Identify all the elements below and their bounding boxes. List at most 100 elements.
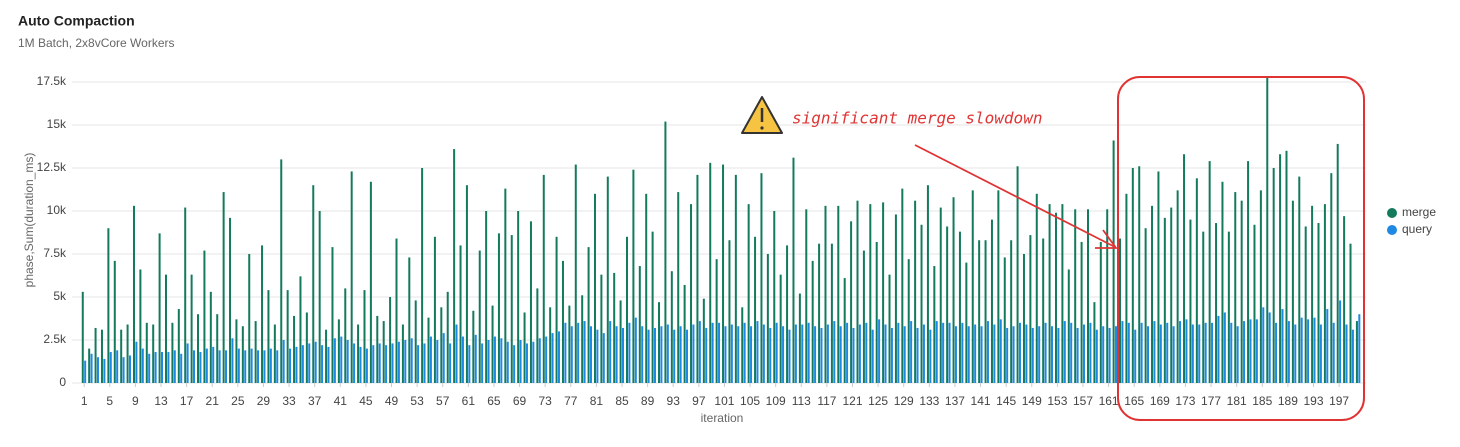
bar	[1042, 238, 1045, 383]
x-tick-label: 173	[1175, 394, 1195, 408]
bar	[606, 176, 609, 383]
bar	[177, 309, 180, 383]
bar	[862, 250, 865, 383]
bar	[1294, 324, 1297, 383]
bar	[344, 288, 347, 383]
bar	[401, 324, 404, 383]
bar	[519, 340, 522, 383]
y-tick-label: 17.5k	[37, 74, 67, 88]
bar	[497, 233, 500, 383]
bar	[1330, 173, 1333, 383]
bar	[295, 346, 298, 383]
bar	[718, 322, 721, 383]
bar	[532, 341, 535, 383]
bar	[615, 326, 618, 383]
bar	[583, 321, 586, 383]
bar	[148, 353, 151, 383]
bar	[404, 340, 407, 383]
bar	[500, 338, 503, 383]
x-tick-label: 13	[154, 394, 168, 408]
bar	[132, 205, 135, 383]
bar	[978, 240, 981, 383]
bar	[647, 329, 650, 383]
x-tick-label: 81	[590, 394, 604, 408]
bar	[564, 322, 567, 383]
bar	[929, 329, 932, 383]
bar	[1063, 321, 1066, 383]
bar	[216, 314, 219, 383]
bar	[273, 324, 276, 383]
bar	[357, 324, 360, 383]
bar	[888, 274, 891, 383]
bar	[762, 324, 765, 383]
bar	[122, 357, 125, 383]
legend-label: query	[1402, 222, 1432, 236]
bar	[1291, 200, 1294, 383]
bar	[901, 188, 904, 383]
x-tick-label: 29	[257, 394, 271, 408]
bar	[461, 336, 464, 383]
bar	[94, 327, 97, 383]
x-tick-label: 37	[308, 394, 322, 408]
bar	[523, 312, 526, 383]
bar	[1253, 224, 1256, 383]
bar	[205, 348, 208, 383]
y-axis-label: phase,Sum(duration_ms)	[22, 153, 36, 288]
plot-area: 0 2.5k 5k 7.5k 10k 12.5k 15k 17.5k 1 5 9 13 17 21 25 29…	[37, 74, 1366, 408]
x-tick-label: 53	[410, 394, 424, 408]
bar	[385, 345, 388, 383]
bar	[331, 247, 334, 383]
bar	[365, 348, 368, 383]
bar	[980, 326, 983, 383]
bar	[593, 193, 596, 383]
y-tick-label: 12.5k	[37, 160, 67, 174]
bar	[116, 350, 119, 383]
bar	[267, 290, 270, 383]
bar	[782, 326, 785, 383]
bar	[1067, 269, 1070, 383]
legend-swatch	[1387, 208, 1397, 218]
bar	[378, 343, 381, 383]
bar	[139, 269, 142, 383]
bar	[1115, 326, 1118, 383]
bar	[1343, 216, 1346, 383]
bar	[965, 262, 968, 383]
bar	[510, 235, 513, 383]
x-tick-label: 125	[868, 394, 888, 408]
bar	[658, 302, 661, 383]
bar	[241, 326, 244, 383]
bar	[926, 185, 929, 383]
bar	[935, 321, 938, 383]
bar	[1217, 315, 1220, 383]
bar	[250, 348, 253, 383]
bar	[1236, 326, 1239, 383]
bar	[903, 326, 906, 383]
legend-label: merge	[1402, 205, 1436, 219]
x-tick-label: 57	[436, 394, 450, 408]
x-tick-label: 21	[206, 394, 220, 408]
bar	[455, 324, 458, 383]
bar	[346, 340, 349, 383]
bar	[1140, 322, 1143, 383]
x-tick-label: 129	[894, 394, 914, 408]
bar	[107, 228, 110, 383]
bar	[397, 341, 400, 383]
bar	[1202, 231, 1205, 383]
x-tick-label: 9	[132, 394, 139, 408]
bar	[1323, 204, 1326, 383]
bar	[1349, 243, 1352, 383]
chart-title: Auto Compaction	[18, 13, 135, 29]
bar	[417, 345, 420, 383]
bar	[1095, 329, 1098, 383]
bar	[1307, 319, 1310, 383]
bar	[549, 307, 552, 383]
bar	[711, 322, 714, 383]
bar	[792, 157, 795, 383]
x-tick-label: 105	[740, 394, 760, 408]
bar	[1025, 324, 1028, 383]
bar	[369, 181, 372, 383]
bar	[1170, 207, 1173, 383]
bar	[645, 193, 648, 383]
bar	[269, 348, 272, 383]
